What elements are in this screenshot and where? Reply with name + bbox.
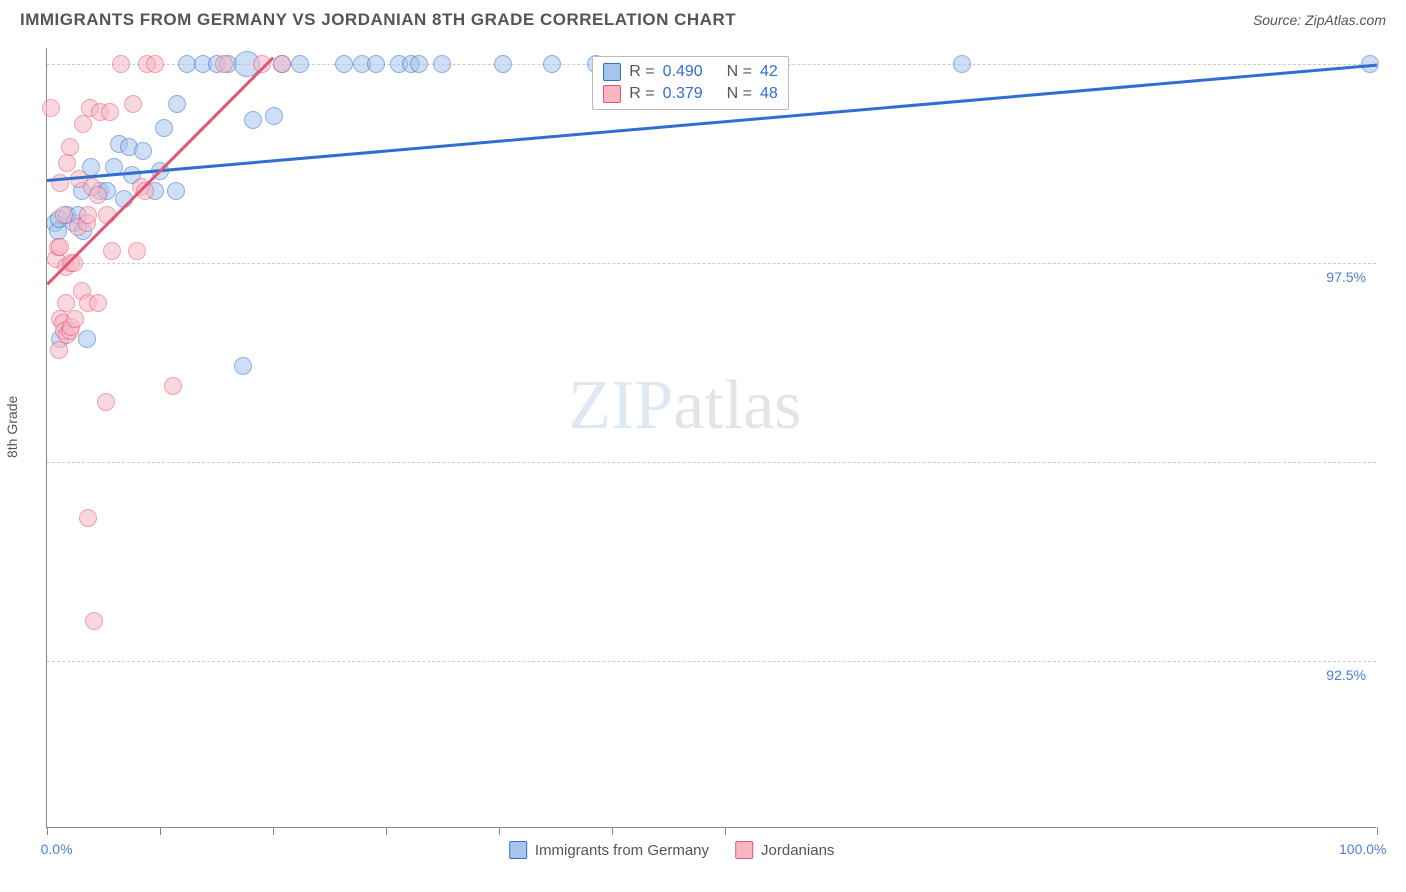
point-jordanian bbox=[215, 55, 233, 73]
chart-header: IMMIGRANTS FROM GERMANY VS JORDANIAN 8TH… bbox=[0, 0, 1406, 38]
legend-label: Jordanians bbox=[761, 842, 834, 859]
point-germany bbox=[494, 55, 512, 73]
point-jordanian bbox=[128, 242, 146, 260]
point-germany bbox=[167, 182, 185, 200]
point-germany bbox=[265, 107, 283, 125]
x-tick bbox=[47, 827, 48, 835]
correlation-legend: R =0.490N =42R =0.379N =48 bbox=[592, 56, 788, 110]
legend-row: R =0.490N =42 bbox=[603, 61, 777, 83]
legend-item: Jordanians bbox=[735, 841, 834, 859]
point-jordanian bbox=[164, 377, 182, 395]
y-tick-label: 97.5% bbox=[1326, 269, 1366, 285]
x-tick-label: 0.0% bbox=[41, 841, 73, 857]
legend-item: Immigrants from Germany bbox=[509, 841, 709, 859]
point-jordanian bbox=[50, 341, 68, 359]
point-jordanian bbox=[58, 154, 76, 172]
x-tick bbox=[499, 827, 500, 835]
chart-title: IMMIGRANTS FROM GERMANY VS JORDANIAN 8TH… bbox=[20, 10, 736, 30]
point-jordanian bbox=[273, 55, 291, 73]
point-jordanian bbox=[61, 138, 79, 156]
gridline bbox=[47, 263, 1376, 264]
legend-row: R =0.379N =48 bbox=[603, 83, 777, 105]
watermark-zip: ZIP bbox=[568, 367, 673, 444]
gridline bbox=[47, 661, 1376, 662]
point-jordanian bbox=[79, 509, 97, 527]
point-germany bbox=[410, 55, 428, 73]
point-germany bbox=[244, 111, 262, 129]
point-jordanian bbox=[253, 55, 271, 73]
point-germany bbox=[291, 55, 309, 73]
point-germany bbox=[543, 55, 561, 73]
point-jordanian bbox=[89, 294, 107, 312]
point-germany bbox=[367, 55, 385, 73]
point-jordanian bbox=[42, 99, 60, 117]
point-germany bbox=[335, 55, 353, 73]
x-tick bbox=[160, 827, 161, 835]
point-jordanian bbox=[89, 186, 107, 204]
legend-swatch bbox=[603, 85, 621, 103]
point-jordanian bbox=[124, 95, 142, 113]
x-tick bbox=[1377, 827, 1378, 835]
point-jordanian bbox=[74, 115, 92, 133]
legend-label: Immigrants from Germany bbox=[535, 842, 709, 859]
watermark: ZIPatlas bbox=[568, 366, 801, 446]
x-tick bbox=[273, 827, 274, 835]
chart-source: Source: ZipAtlas.com bbox=[1253, 12, 1386, 28]
x-tick bbox=[725, 827, 726, 835]
x-tick bbox=[612, 827, 613, 835]
point-jordanian bbox=[79, 206, 97, 224]
point-jordanian bbox=[51, 238, 69, 256]
point-jordanian bbox=[97, 393, 115, 411]
point-jordanian bbox=[146, 55, 164, 73]
series-legend: Immigrants from Germany Jordanians bbox=[509, 841, 835, 859]
point-germany bbox=[155, 119, 173, 137]
point-germany bbox=[168, 95, 186, 113]
point-jordanian bbox=[103, 242, 121, 260]
point-jordanian bbox=[66, 310, 84, 328]
watermark-atlas: atlas bbox=[673, 367, 801, 444]
point-jordanian bbox=[112, 55, 130, 73]
plot-area: ZIPatlas R =0.490N =42R =0.379N =48 Immi… bbox=[46, 48, 1376, 828]
legend-swatch bbox=[735, 841, 753, 859]
point-germany bbox=[953, 55, 971, 73]
point-jordanian bbox=[101, 103, 119, 121]
x-tick-label: 100.0% bbox=[1339, 841, 1386, 857]
point-germany bbox=[78, 330, 96, 348]
point-germany bbox=[433, 55, 451, 73]
y-tick-label: 92.5% bbox=[1326, 667, 1366, 683]
point-germany bbox=[134, 142, 152, 160]
x-tick bbox=[386, 827, 387, 835]
point-germany bbox=[234, 357, 252, 375]
point-jordanian bbox=[85, 612, 103, 630]
legend-swatch bbox=[603, 63, 621, 81]
y-axis-label: 8th Grade bbox=[4, 396, 20, 458]
legend-swatch bbox=[509, 841, 527, 859]
gridline bbox=[47, 462, 1376, 463]
chart-container: 8th Grade ZIPatlas R =0.490N =42R =0.379… bbox=[0, 38, 1406, 858]
